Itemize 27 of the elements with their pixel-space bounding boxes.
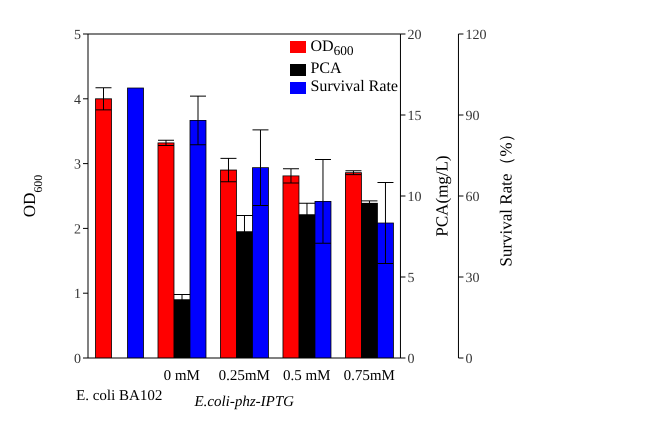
y2-tick-label: 15	[407, 108, 422, 124]
y-tick-label: 3	[74, 158, 81, 173]
legend-label: PCA	[310, 60, 342, 78]
y2-tick-label: 5	[407, 270, 414, 286]
y2-tick-label: 20	[407, 28, 422, 43]
y3-axis-title: Survival Rate（%）	[496, 125, 516, 267]
x-tick-label: 0.25mM	[218, 368, 270, 384]
x-tick-label: 0.5 mM	[282, 368, 330, 384]
y3-tick-label: 60	[465, 190, 480, 205]
y3-tick-label: 30	[465, 270, 480, 286]
y3-tick-label: 90	[465, 108, 480, 124]
y3-tick-label: 120	[465, 28, 486, 43]
legend-label: Survival Rate	[310, 78, 398, 96]
y-tick-label: 5	[74, 28, 81, 43]
x-axis-title: E.coli-phz-IPTG	[193, 394, 294, 410]
y-tick-label: 0	[74, 352, 81, 367]
y-tick-label: 1	[74, 287, 81, 302]
y2-tick-label: 0	[407, 352, 414, 367]
y-tick-label: 2	[74, 222, 81, 238]
x-tick-label: 0 mM	[164, 368, 200, 384]
x-tick-label: E. coli BA102	[76, 388, 162, 404]
y2-axis-title: PCA(mg/L)	[432, 155, 452, 237]
x-tick-label: 0.75mM	[344, 368, 395, 384]
legend-label: OD$_{600}$	[310, 38, 354, 58]
y2-tick-label: 10	[407, 190, 422, 205]
y-tick-label: 4	[74, 92, 81, 108]
y3-tick-label: 0	[465, 352, 472, 367]
